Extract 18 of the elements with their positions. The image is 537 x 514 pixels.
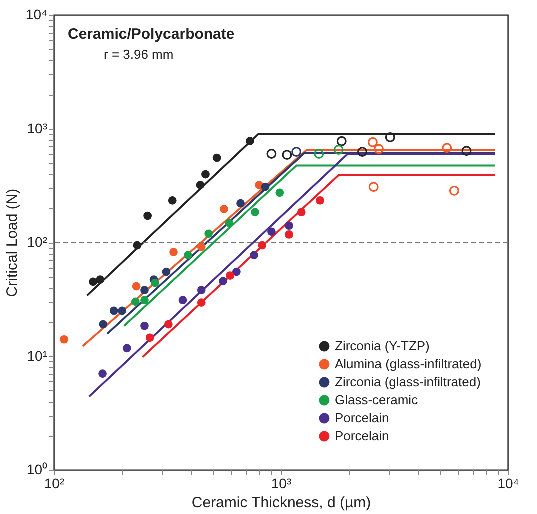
legend-label: Porcelain (335, 410, 390, 426)
legend-label: Zirconia (Y-TZP) (335, 338, 430, 354)
y-tick-label: 10⁴ (26, 6, 48, 22)
x-tick-label: 10³ (271, 476, 292, 492)
annotation: Ceramic/Polycarbonate (68, 26, 235, 43)
legend-label: Glass-ceramic (335, 392, 419, 408)
y-tick-label: 10² (27, 234, 48, 250)
y-axis-title: Critical Load (N) (4, 188, 21, 298)
x-tick-label: 10² (44, 476, 65, 492)
legend-label: Alumina (glass-infiltrated) (335, 356, 482, 372)
legend-label: Porcelain (335, 428, 390, 444)
annotation: r = 3.96 mm (104, 47, 174, 62)
y-tick-label: 10³ (27, 120, 48, 136)
y-tick-label: 10¹ (27, 348, 48, 364)
x-tick-label: 10⁴ (498, 476, 520, 492)
y-tick-label: 10⁰ (26, 462, 48, 478)
x-axis-title: Ceramic Thickness, d (µm) (192, 494, 372, 512)
legend-label: Zirconia (glass-infiltrated) (335, 374, 481, 390)
